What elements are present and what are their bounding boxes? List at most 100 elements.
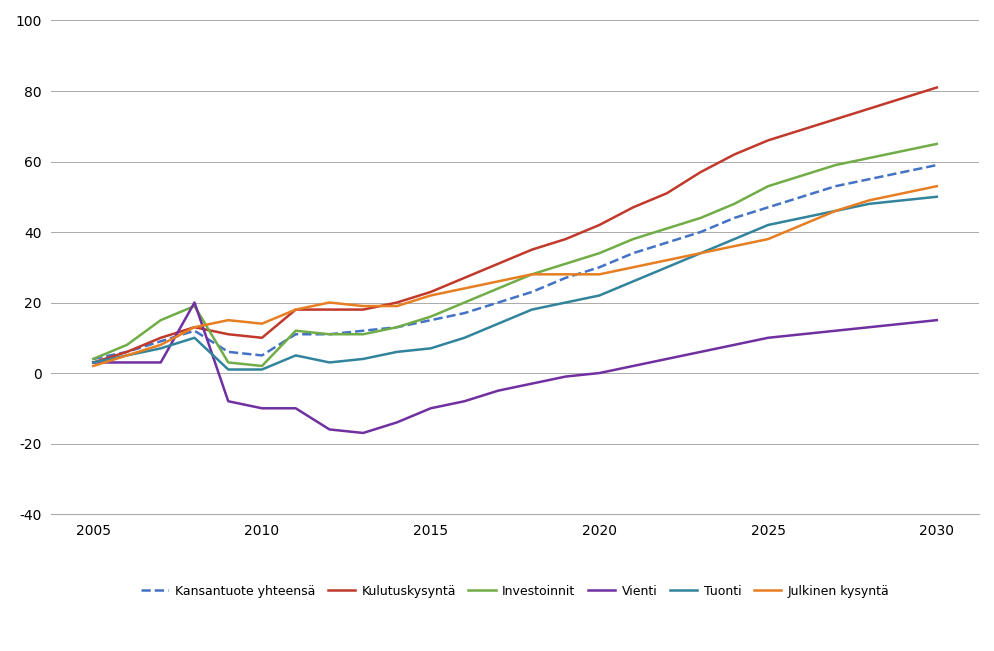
Vienti [796, 330, 808, 338]
Kulutuskysyntä [526, 245, 538, 253]
Julkinen kysyntä [796, 221, 808, 229]
Julkinen kysyntä [830, 207, 842, 215]
Kulutuskysyntä [830, 115, 842, 123]
Julkinen kysyntä [930, 182, 942, 190]
Julkinen kysyntä [424, 292, 436, 299]
Kulutuskysyntä [189, 324, 201, 331]
Investoinnit [930, 140, 942, 148]
Investoinnit [661, 225, 673, 232]
Kansantuote yhteensä [796, 193, 808, 201]
Investoinnit [560, 260, 572, 268]
Tuonti [593, 292, 605, 299]
Kulutuskysyntä [762, 137, 774, 145]
Investoinnit [391, 324, 403, 331]
Investoinnit [424, 312, 436, 320]
Tuonti [796, 214, 808, 222]
Vienti [930, 316, 942, 324]
Investoinnit [223, 359, 235, 367]
Julkinen kysyntä [323, 299, 335, 307]
Vienti [627, 362, 639, 370]
Tuonti [695, 249, 707, 257]
Kansantuote yhteensä [830, 182, 842, 190]
Kansantuote yhteensä [762, 203, 774, 211]
Julkinen kysyntä [223, 316, 235, 324]
Investoinnit [898, 147, 910, 155]
Vienti [424, 404, 436, 412]
Tuonti [391, 348, 403, 356]
Tuonti [155, 344, 167, 352]
Tuonti [560, 299, 572, 307]
Tuonti [290, 352, 302, 359]
Tuonti [223, 366, 235, 374]
Kulutuskysyntä [898, 94, 910, 102]
Kansantuote yhteensä [87, 355, 99, 363]
Vienti [189, 299, 201, 307]
Kansantuote yhteensä [560, 274, 572, 282]
Tuonti [898, 197, 910, 204]
Vienti [830, 327, 842, 335]
Line: Kansantuote yhteensä: Kansantuote yhteensä [93, 165, 936, 359]
Vienti [155, 359, 167, 367]
Julkinen kysyntä [661, 256, 673, 264]
Investoinnit [323, 330, 335, 338]
Julkinen kysyntä [87, 362, 99, 370]
Kulutuskysyntä [930, 83, 942, 91]
Kansantuote yhteensä [492, 299, 504, 307]
Kansantuote yhteensä [121, 348, 133, 356]
Julkinen kysyntä [492, 277, 504, 285]
Kansantuote yhteensä [223, 348, 235, 356]
Julkinen kysyntä [695, 249, 707, 257]
Kulutuskysyntä [223, 330, 235, 338]
Julkinen kysyntä [357, 302, 369, 310]
Kansantuote yhteensä [391, 324, 403, 331]
Investoinnit [864, 154, 876, 162]
Vienti [729, 341, 741, 349]
Tuonti [189, 334, 201, 342]
Kulutuskysyntä [458, 274, 470, 282]
Kulutuskysyntä [87, 359, 99, 367]
Julkinen kysyntä [762, 235, 774, 243]
Investoinnit [729, 200, 741, 208]
Julkinen kysyntä [593, 270, 605, 278]
Vienti [121, 359, 133, 367]
Tuonti [864, 200, 876, 208]
Vienti [290, 404, 302, 412]
Vienti [593, 369, 605, 377]
Vienti [256, 404, 268, 412]
Kulutuskysyntä [661, 189, 673, 197]
Tuonti [256, 366, 268, 374]
Tuonti [87, 359, 99, 367]
Investoinnit [290, 327, 302, 335]
Vienti [898, 320, 910, 327]
Vienti [492, 387, 504, 395]
Tuonti [492, 320, 504, 327]
Kulutuskysyntä [323, 306, 335, 314]
Julkinen kysyntä [526, 270, 538, 278]
Line: Kulutuskysyntä: Kulutuskysyntä [93, 87, 936, 363]
Julkinen kysyntä [391, 302, 403, 310]
Investoinnit [830, 161, 842, 169]
Vienti [661, 355, 673, 363]
Tuonti [424, 344, 436, 352]
Tuonti [526, 306, 538, 314]
Tuonti [121, 352, 133, 359]
Kansantuote yhteensä [729, 214, 741, 222]
Investoinnit [357, 330, 369, 338]
Kansantuote yhteensä [357, 327, 369, 335]
Kansantuote yhteensä [526, 288, 538, 296]
Julkinen kysyntä [560, 270, 572, 278]
Kulutuskysyntä [695, 168, 707, 176]
Investoinnit [189, 302, 201, 310]
Investoinnit [87, 355, 99, 363]
Line: Investoinnit: Investoinnit [93, 144, 936, 366]
Legend: Kansantuote yhteensä, Kulutuskysyntä, Investoinnit, Vienti, Tuonti, Julkinen kys: Kansantuote yhteensä, Kulutuskysyntä, In… [136, 579, 895, 603]
Kansantuote yhteensä [898, 168, 910, 176]
Kulutuskysyntä [121, 348, 133, 356]
Kansantuote yhteensä [930, 161, 942, 169]
Tuonti [830, 207, 842, 215]
Kansantuote yhteensä [627, 249, 639, 257]
Kulutuskysyntä [424, 288, 436, 296]
Investoinnit [762, 182, 774, 190]
Julkinen kysyntä [864, 197, 876, 204]
Kulutuskysyntä [593, 221, 605, 229]
